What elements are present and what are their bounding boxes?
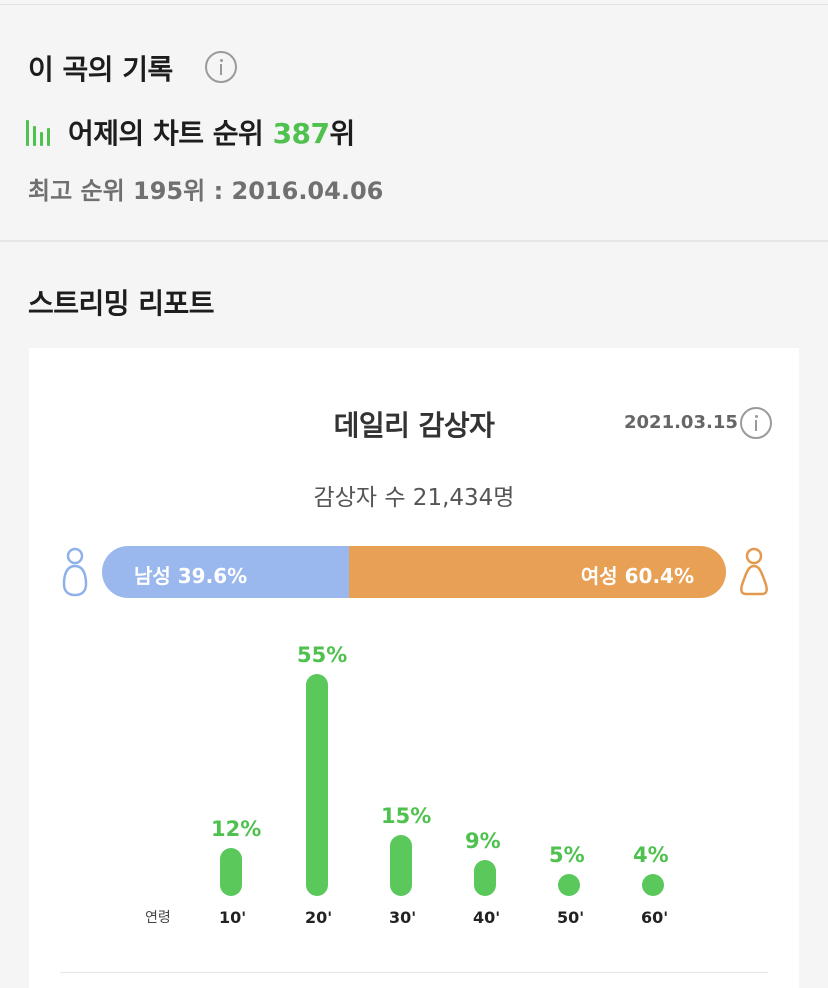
male-person-icon	[62, 547, 88, 597]
age-tick-label: 60'	[641, 908, 669, 927]
age-bar-value-label: 4%	[633, 843, 669, 867]
gender-ratio-bar: 남성 39.6% 여성 60.4%	[102, 546, 726, 598]
age-bar	[220, 848, 242, 896]
male-label: 남성 39.6%	[134, 564, 248, 588]
age-tick-label: 30'	[389, 908, 417, 927]
report-date: 2021.03.15	[624, 412, 738, 433]
record-title: 이 곡의 기록	[28, 53, 173, 86]
age-axis-title: 연령	[145, 910, 171, 926]
date-info-icon[interactable]	[740, 407, 772, 439]
yesterday-rank-prefix: 어제의 차트 순위	[68, 117, 273, 150]
age-tick-label: 40'	[473, 908, 501, 927]
age-bar	[306, 674, 328, 896]
section-divider	[0, 240, 828, 242]
card-divider	[60, 972, 768, 973]
female-segment	[349, 546, 726, 598]
listener-count: 감상자 수 21,434명	[313, 485, 515, 511]
age-bar-value-label: 15%	[381, 804, 432, 828]
age-bar	[558, 874, 580, 896]
yesterday-rank-suffix: 위	[329, 117, 356, 150]
male-segment	[102, 546, 349, 598]
female-person-icon	[740, 547, 768, 596]
age-bar-value-label: 9%	[465, 829, 501, 853]
female-label: 여성 60.4%	[580, 564, 694, 588]
yesterday-rank-number: 387	[272, 117, 330, 150]
age-bar-value-label: 55%	[297, 643, 348, 667]
age-tick-label: 10'	[219, 908, 247, 927]
age-tick-label: 20'	[305, 908, 333, 927]
top-divider	[0, 4, 828, 5]
age-tick-label: 50'	[557, 908, 585, 927]
age-bar-value-label: 12%	[211, 817, 262, 841]
daily-listener-card	[29, 348, 799, 988]
bar-chart-icon	[26, 118, 56, 146]
yesterday-rank: 어제의 차트 순위 387위	[68, 112, 355, 152]
age-bar	[390, 835, 412, 896]
info-icon[interactable]	[205, 51, 237, 83]
best-rank: 최고 순위 195위 : 2016.04.06	[28, 177, 384, 205]
age-bar	[474, 860, 496, 896]
age-bar-value-label: 5%	[549, 843, 585, 867]
daily-listener-title: 데일리 감상자	[333, 409, 495, 442]
age-bar	[642, 874, 664, 896]
report-title: 스트리밍 리포트	[28, 287, 215, 320]
